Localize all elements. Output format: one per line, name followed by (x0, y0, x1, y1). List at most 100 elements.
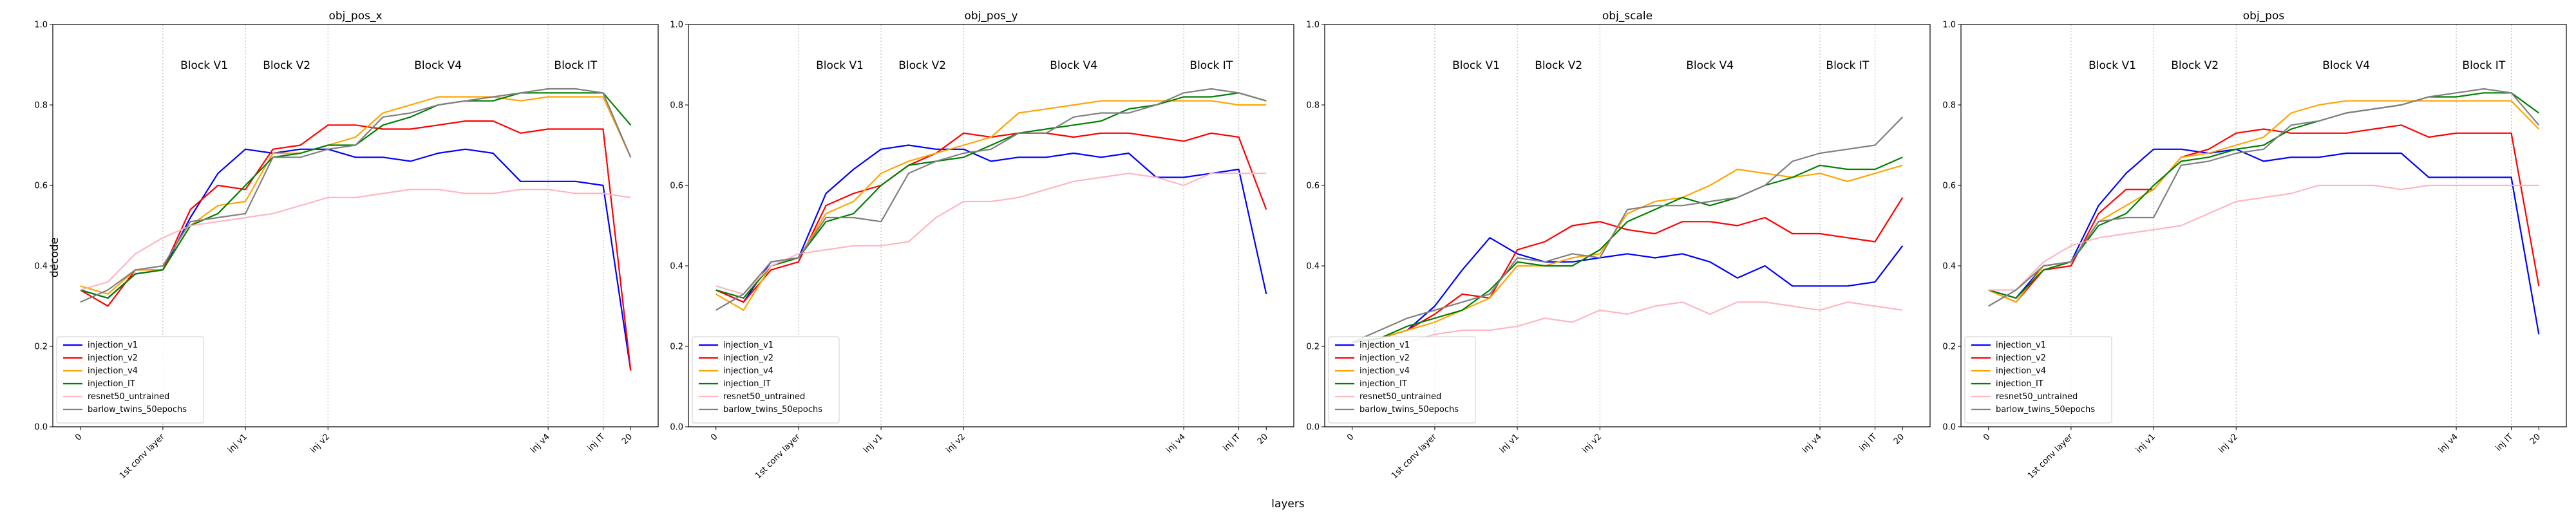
y-tick-label: 0.0 (670, 423, 683, 433)
series-line-barlow-twins-50epochs (1352, 117, 1904, 343)
legend-label-injection-v1: injection_v1 (1359, 341, 1410, 350)
series-line-resnet50-untrained (715, 173, 1267, 295)
y-tick-label: 0.2 (670, 342, 683, 352)
block-label-block-v2: Block V2 (2171, 59, 2219, 72)
legend-label-injection-v1: injection_v1 (1996, 341, 2046, 350)
chart-title: obj_pos_y (964, 10, 1018, 23)
legend-label-injection-v2: injection_v2 (1359, 353, 1410, 363)
legend-box (1328, 336, 1476, 424)
x-tick-label: 20 (1256, 432, 1270, 446)
x-tick-label: inj v2 (944, 432, 967, 455)
y-tick-label: 0.8 (670, 101, 683, 111)
legend-label-barlow-twins-50epochs: barlow_twins_50epochs (723, 405, 822, 415)
x-tick-label: inj v4 (529, 432, 552, 455)
chart-panel-obj-pos: obj_pos Block V1 Block V2 Block V4 Block IT 0… (1942, 10, 2567, 481)
y-tick-label: 0.2 (34, 342, 48, 352)
legend-box (1964, 336, 2112, 424)
series-line-barlow-twins-50epochs (80, 88, 632, 303)
plot-frame (52, 24, 659, 427)
block-label-block-v1: Block V1 (2088, 59, 2136, 72)
x-tick-label: 20 (1892, 432, 1906, 446)
legend-label-injection-it: injection_IT (723, 379, 771, 389)
block-label-block-v4: Block V4 (2322, 59, 2370, 72)
x-tick-label: 0 (73, 432, 84, 442)
block-label-block-it: Block IT (1826, 59, 1869, 72)
y-tick-label: 0.6 (34, 182, 48, 191)
x-tick-label: 0 (1345, 432, 1356, 442)
y-tick-label: 0.6 (1306, 182, 1320, 191)
legend: injection_v1 injection_v2 injection_v4inje… (56, 336, 204, 424)
series-line-injection-v1 (1352, 237, 1904, 343)
chart-title: obj_pos_x (328, 10, 382, 23)
legend-label-injection-it: injection_IT (1359, 379, 1407, 389)
x-tick-label: inj v1 (226, 432, 249, 455)
legend-label-injection-v1: injection_v1 (88, 341, 138, 350)
legend-label-injection-v4: injection_v4 (723, 366, 773, 376)
y-tick-label: 0.8 (34, 101, 48, 111)
chart-panels: obj_pos_x Block V1 Block V2 Block V4 Block I… (34, 10, 2567, 481)
y-tick-label: 0.8 (1942, 101, 1956, 111)
series-line-resnet50-untrained (1988, 184, 2539, 291)
chart-panel-obj-scale: obj_scale Block V1 Block V2 Block V4 Block I… (1306, 10, 1931, 481)
x-tick-label: 20 (2528, 432, 2543, 446)
legend-label-barlow-twins-50epochs: barlow_twins_50epochs (1359, 405, 1459, 415)
x-tick-label: 1st conv layer (118, 432, 167, 481)
series-line-resnet50-untrained (1352, 301, 1903, 355)
legend: injection_v1 injection_v2 injection_v4inje… (1964, 336, 2112, 424)
y-tick-label: 0.0 (34, 423, 48, 433)
y-tick-label: 1.0 (670, 21, 683, 30)
legend-label-barlow-twins-50epochs: barlow_twins_50epochs (1996, 405, 2095, 415)
legend-label-injection-it: injection_IT (88, 379, 135, 389)
block-label-block-v1: Block V1 (180, 59, 228, 72)
y-tick-label: 1.0 (1942, 21, 1956, 30)
y-tick-label: 0.4 (1942, 262, 1956, 272)
y-tick-label: 0.6 (1942, 182, 1956, 191)
x-tick-label: inj v2 (2217, 432, 2240, 455)
plot-frame (688, 24, 1294, 427)
legend-box (692, 336, 840, 424)
plot-frame (1324, 24, 1931, 427)
legend-label-injection-v2: injection_v2 (1996, 353, 2046, 363)
series-line-resnet50-untrained (80, 189, 631, 291)
x-tick-label: 1st conv layer (1390, 432, 1439, 481)
legend-label-injection-it: injection_IT (1996, 379, 2043, 389)
block-label-block-it: Block IT (554, 59, 597, 72)
legend-label-injection-v1: injection_v1 (723, 341, 773, 350)
x-tick-label: inj IT (586, 432, 607, 453)
chart-title: obj_scale (1602, 10, 1653, 23)
series-line-injection-v2 (80, 120, 632, 371)
legend-label-injection-v4: injection_v4 (1996, 366, 2046, 376)
x-tick-label: 0 (1982, 432, 1992, 442)
series-line-injection-it (1352, 156, 1903, 343)
block-label-block-it: Block IT (2462, 59, 2505, 72)
series-line-injection-v1 (80, 148, 632, 371)
legend-label-barlow-twins-50epochs: barlow_twins_50epochs (88, 405, 187, 415)
legend-label-injection-v2: injection_v2 (88, 353, 138, 363)
x-tick-label: inj v1 (862, 432, 885, 455)
legend-box (56, 336, 204, 424)
legend-label-injection-v4: injection_v4 (88, 366, 138, 376)
y-tick-label: 0.0 (1942, 423, 1956, 433)
y-tick-label: 0.4 (670, 262, 683, 272)
legend-label-injection-v2: injection_v2 (723, 353, 773, 363)
x-tick-label: inj v1 (2134, 432, 2157, 455)
x-tick-label: inj IT (1222, 432, 1243, 453)
y-tick-label: 0.2 (1306, 342, 1320, 352)
plot-frame (1960, 24, 2567, 427)
legend-label-resnet50-untrained: resnet50_untrained (88, 392, 169, 402)
legend: injection_v1 injection_v2 injection_v4inje… (1328, 336, 1476, 424)
x-tick-label: 20 (620, 432, 634, 446)
series-line-injection-v1 (715, 144, 1267, 303)
legend-label-resnet50-untrained: resnet50_untrained (1359, 392, 1441, 402)
legend-label-resnet50-untrained: resnet50_untrained (1996, 392, 2078, 402)
y-tick-label: 0.8 (1306, 101, 1320, 111)
x-tick-label: inj v1 (1498, 432, 1521, 455)
x-tick-label: 0 (709, 432, 719, 442)
x-tick-label: 1st conv layer (753, 432, 802, 481)
x-tick-label: inj v4 (1164, 432, 1188, 455)
x-tick-label: inj IT (1858, 432, 1879, 453)
y-tick-label: 0.2 (1942, 342, 1956, 352)
legend-label-injection-v4: injection_v4 (1359, 366, 1410, 376)
block-label-block-it: Block IT (1189, 59, 1233, 72)
